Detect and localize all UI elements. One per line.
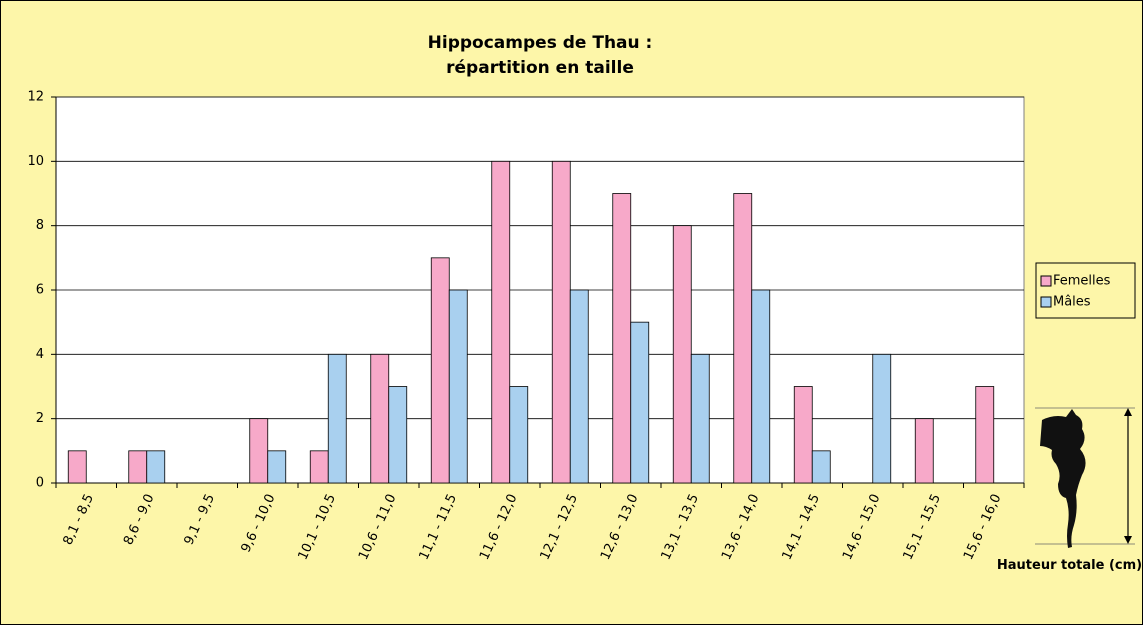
bar: [631, 322, 649, 483]
bar: [492, 161, 510, 483]
bar: [915, 419, 933, 483]
legend-label: Femelles: [1053, 274, 1111, 289]
bar: [371, 354, 389, 483]
page: Hippocampes de Thau : répartition en tai…: [0, 0, 1143, 625]
bar: [734, 194, 752, 484]
bar: [389, 387, 407, 484]
bar: [431, 258, 449, 483]
chart-title: répartition en taille: [446, 58, 634, 78]
legend-label: Mâles: [1053, 295, 1091, 310]
bar: [268, 451, 286, 483]
legend: Femelles Mâles: [1036, 263, 1135, 318]
chart-title: Hippocampes de Thau :: [428, 33, 653, 53]
bar: [691, 354, 709, 483]
y-tick-label: 12: [27, 90, 44, 105]
bar: [147, 451, 165, 483]
y-tick-label: 6: [36, 283, 44, 298]
legend-box: [1036, 263, 1135, 318]
x-axis-label: Hauteur totale (cm): [996, 558, 1143, 574]
bar: [449, 290, 467, 483]
bar: [510, 387, 528, 484]
bar: [552, 161, 570, 483]
y-tick-label: 0: [36, 476, 44, 491]
bar: [812, 451, 830, 483]
y-tick-label: 2: [36, 411, 44, 426]
bar: [310, 451, 328, 483]
bar: [752, 290, 770, 483]
bar: [570, 290, 588, 483]
bar: [673, 226, 691, 483]
y-tick-label: 4: [36, 347, 44, 362]
y-tick-label: 10: [27, 154, 44, 169]
legend-swatch: [1041, 276, 1051, 286]
bar: [873, 354, 891, 483]
y-tick-label: 8: [36, 218, 44, 233]
chart: Hippocampes de Thau : répartition en tai…: [0, 0, 1143, 625]
bar: [68, 451, 86, 483]
bar: [129, 451, 147, 483]
legend-swatch: [1041, 297, 1051, 307]
bar: [794, 387, 812, 484]
bar: [613, 194, 631, 484]
bar: [976, 387, 994, 484]
bar: [328, 354, 346, 483]
bar: [250, 419, 268, 483]
